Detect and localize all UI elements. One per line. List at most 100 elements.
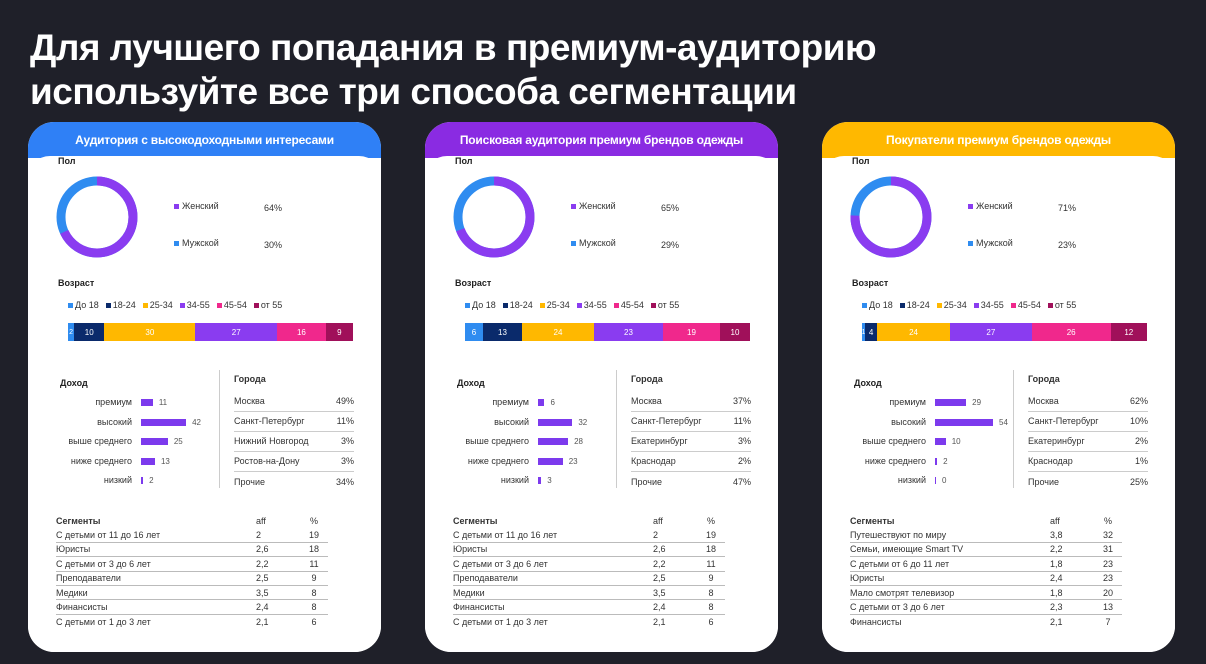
male-percent: 23% [1058,240,1077,250]
segment-name: Финансисты [850,616,902,627]
card-body: Пол Женский 71% Мужской 23% Возраст До 18 18-24… [822,156,1175,652]
segment-aff: 2,4 [653,602,666,613]
age-bar-segment: 10 [74,323,105,341]
segment-aff: 3,5 [653,587,666,598]
legend-label: Мужской [182,238,219,248]
segment-name: Финансисты [56,602,108,613]
segment-percent: 19 [705,530,716,541]
age-bar-segment: 23 [593,323,663,341]
age-legend-label: 34-55 [186,300,210,310]
age-bar-segment: 24 [521,323,594,341]
segments-header: Сегменты aff% [56,514,328,528]
city-value: 3% [737,436,751,446]
legend-label: Мужской [579,238,616,248]
card-header: Поисковая аудитория премиум брендов одеж… [425,122,778,158]
legend-swatch [174,240,179,246]
income-value: 3 [547,476,552,485]
segment-aff: 2,2 [256,558,269,569]
city-row: Санкт-Петербург 10% [1028,412,1148,432]
segment-aff: 2,4 [256,602,269,613]
gender-label: Пол [455,156,473,166]
city-name: Москва [631,396,662,406]
age-legend-item: 25-34 [142,300,173,310]
city-name: Санкт-Петербург [631,416,702,426]
segment-aff: 3,8 [1050,530,1063,541]
segment-name: Семьи, имеющие Smart TV [850,544,964,555]
segment-name: С детьми от 11 до 16 лет [56,530,161,541]
legend-female: Женский [968,201,1013,211]
age-legend-label: 45-54 [223,300,247,310]
segment-name: Юристы [56,544,91,555]
aff-label: aff [256,516,266,527]
segment-aff: 2,6 [653,544,666,555]
income-bar [538,477,542,484]
segments-table: Сегменты aff% С детьми от 11 до 16 лет 2 19 Ю… [56,514,328,629]
city-row: Санкт-Петербург 11% [234,412,354,432]
city-name: Екатеринбург [631,436,688,446]
segments-header: Сегменты aff% [850,514,1122,528]
segment-percent: 31 [1102,544,1113,555]
income-value: 0 [942,476,947,485]
city-row: Краснодар 2% [631,452,751,472]
segment-percent: 18 [705,544,716,555]
card-header: Аудитория с высокодоходными интересами [28,122,381,158]
legend-label: Женский [579,201,616,211]
age-legend-item: До 18 [862,300,893,310]
age-legend-label: До 18 [75,300,99,310]
age-stacked-bar: 6 13 24 23 19 10 [465,323,750,341]
title-line-1: Для лучшего попадания в премиум-аудитори… [30,27,877,68]
segments-table: Сегменты aff% Путешествуют по миру 3,8 32 Сем… [850,514,1122,629]
income-row-label: низкий [897,475,926,485]
segment-aff: 2,1 [256,616,269,627]
legend-swatch [973,302,979,308]
city-value: 49% [335,396,354,406]
city-value: 62% [1129,396,1148,406]
legend-swatch [216,302,222,308]
age-legend-item: 34-55 [973,300,1004,310]
segment-percent: 8 [708,587,714,598]
age-legend-item: До 18 [68,300,99,310]
segment-aff: 2,6 [256,544,269,555]
income-row-label: ниже среднего [467,455,529,466]
aff-label: aff [1050,516,1060,527]
segment-percent: 19 [308,530,319,541]
income-value: 54 [999,417,1008,427]
income-bar [935,457,938,465]
income-value: 23 [568,456,578,466]
income-bar [935,477,936,484]
segment-row: С детьми от 3 до 6 лет 2,3 13 [850,600,1122,615]
donut-slice-female [56,176,138,258]
legend-swatch [571,203,576,209]
age-legend-label: До 18 [869,300,893,310]
gender-label: Пол [58,156,76,166]
cities-label: Города [1028,374,1060,384]
page-title: Для лучшего попадания в премиум-аудитори… [30,26,877,114]
segment-name: Мало смотрят телевизор [850,587,955,598]
age-legend-item: 34-55 [179,300,210,310]
segment-row: Путешествуют по миру 3,8 32 [850,528,1122,543]
city-name: Прочие [1028,476,1060,487]
age-legend-item: 18-24 [899,300,930,310]
income-bar [538,399,545,406]
income-bar [141,477,144,484]
income-bar [935,438,946,445]
city-value: 10% [1129,416,1148,426]
age-legend-label: от 55 [657,300,680,310]
segment-aff: 2,2 [653,558,666,569]
city-value: 34% [335,476,354,487]
segment-percent: 8 [708,602,714,613]
segments-label: Сегменты [850,516,895,527]
age-legend-item: 25-34 [936,300,967,310]
age-legend-label: 45-54 [620,300,644,310]
segments-table: Сегменты aff% С детьми от 11 до 16 лет 2 19 Ю… [453,514,725,629]
segment-aff: 2,2 [1050,544,1063,555]
income-row-label: низкий [103,475,132,485]
age-legend-label: 34-55 [583,300,607,310]
city-value: 47% [732,476,751,487]
donut-slice-female [453,176,535,258]
city-value: 11% [733,416,751,426]
card-body: Пол Женский 64% Мужской 30% Возраст До 18 18-24… [28,156,381,652]
segment-aff: 2,5 [256,573,269,584]
age-legend-item: 45-54 [613,300,644,310]
income-row-label: выше среднего [465,436,529,446]
